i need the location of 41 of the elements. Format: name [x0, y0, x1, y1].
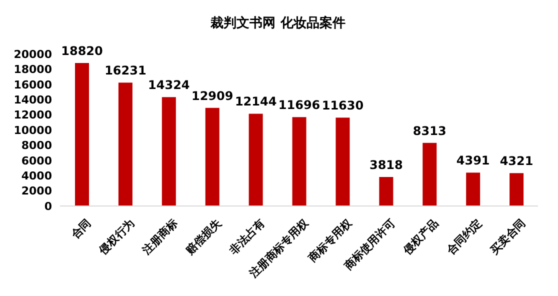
- data-label: 4321: [500, 154, 534, 168]
- data-label: 16231: [104, 64, 146, 78]
- x-tick-label: 侵权行为: [96, 216, 137, 258]
- bar: [466, 172, 480, 206]
- data-label: 18820: [61, 44, 103, 58]
- x-tick-label: 合同约定: [444, 216, 485, 258]
- y-tick-label: 20000: [14, 48, 52, 61]
- y-tick-label: 0: [44, 200, 52, 213]
- y-tick-label: 16000: [14, 78, 52, 92]
- data-label: 4391: [456, 154, 490, 168]
- y-tick-label: 10000: [14, 124, 52, 137]
- y-tick-label: 8000: [21, 139, 52, 152]
- y-tick-label: 2000: [21, 184, 52, 198]
- bar: [336, 118, 350, 206]
- bar: [379, 176, 394, 206]
- bar: [75, 62, 89, 206]
- bar: [510, 173, 524, 206]
- x-tick-label: 买卖合同: [488, 216, 528, 257]
- y-tick-label: 12000: [14, 108, 52, 122]
- bar: [248, 114, 263, 206]
- bar: [292, 117, 306, 206]
- data-label: 12909: [191, 88, 234, 103]
- y-tick-label: 4000: [21, 170, 52, 183]
- data-label: 11696: [278, 98, 320, 112]
- data-label: 3818: [369, 158, 403, 172]
- y-tick-label: 14000: [14, 94, 52, 107]
- x-tick-label: 合同: [68, 216, 94, 242]
- data-label: 8313: [412, 124, 446, 138]
- x-tick-label: 侵权产品: [400, 216, 442, 258]
- y-tick-label: 18000: [14, 63, 52, 76]
- bar: [205, 108, 220, 206]
- data-label: 11630: [322, 98, 364, 113]
- chart-title: 裁判文书网 化妆品案件: [210, 14, 346, 33]
- bar: [162, 97, 176, 206]
- data-label: 14324: [148, 78, 190, 92]
- bar: [422, 142, 437, 206]
- x-tick-label: 注册商标: [139, 216, 180, 258]
- data-label: 12144: [234, 94, 277, 109]
- y-tick-label: 6000: [21, 154, 52, 168]
- x-tick-label: 赔偿损失: [182, 216, 225, 258]
- bar: [118, 82, 132, 206]
